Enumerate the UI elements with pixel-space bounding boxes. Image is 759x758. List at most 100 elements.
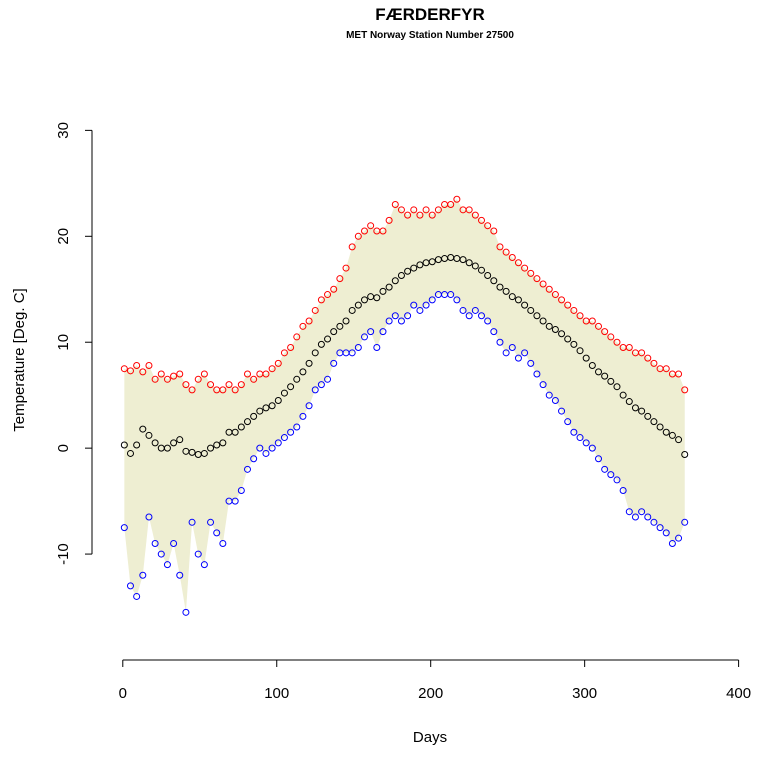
data-point [681,518,689,526]
data-point [508,293,516,301]
data-point [681,451,689,459]
data-point [570,340,578,348]
data-point [447,291,455,299]
data-point [514,354,522,362]
data-point [533,370,541,378]
data-point [521,264,529,272]
data-point [200,561,208,569]
data-point [681,386,689,394]
data-point [416,261,424,269]
data-point [274,439,282,447]
data-point [391,277,399,285]
data-point [644,513,652,521]
data-point [330,328,338,336]
data-point [317,296,325,304]
data-point [188,448,196,456]
data-point [176,370,184,378]
data-point [133,362,141,370]
data-point [139,368,147,376]
data-point [188,386,196,394]
data-point [576,347,584,355]
data-point [336,322,344,330]
data-point [250,375,258,383]
data-point [496,283,504,291]
data-point [533,312,541,320]
data-point [237,423,245,431]
data-point [625,398,633,406]
data-point [373,294,381,302]
data-point [601,372,609,380]
y-tick-label: -10 [55,543,72,565]
data-point [447,201,455,209]
data-point [163,561,171,569]
data-point [379,328,387,336]
data-point [311,386,319,394]
data-point [237,381,245,389]
data-point [638,407,646,415]
data-point [231,497,239,505]
data-point [145,513,153,521]
data-point [293,375,301,383]
x-tick-label: 300 [572,685,597,702]
data-point [299,368,307,376]
x-tick-label: 400 [726,685,751,702]
data-point [496,338,504,346]
data-point [293,333,301,341]
data-point [490,277,498,285]
data-point [490,328,498,336]
data-point [262,449,270,457]
data-point [317,340,325,348]
data-point [354,301,362,309]
data-point [558,330,566,338]
data-point [607,471,615,479]
y-tick-label: 30 [55,122,72,139]
y-tick-label: 10 [55,334,72,351]
data-point [348,243,356,251]
data-point [490,227,498,235]
data-point [342,264,350,272]
data-point [188,518,196,526]
data-point [163,375,171,383]
data-point [471,211,479,219]
data-point [268,365,276,373]
data-point [564,335,572,343]
data-point [410,206,418,214]
data-point [237,487,245,495]
data-point [514,296,522,304]
data-point [391,201,399,209]
data-point [330,359,338,367]
data-point [367,222,375,230]
data-point [465,312,473,320]
data-point [588,444,596,452]
data-point [373,344,381,352]
data-point [656,524,664,532]
data-point [644,354,652,362]
data-point [459,306,467,314]
data-point [145,431,153,439]
data-point [287,383,295,391]
data-point [484,317,492,325]
data-point [219,439,227,447]
data-point [385,283,393,291]
data-point [551,291,559,299]
data-point [650,359,658,367]
data-point [163,444,171,452]
data-point [662,428,670,436]
data-point [527,269,535,277]
data-point [170,539,178,547]
data-point [570,428,578,436]
data-point [582,354,590,362]
data-point [416,306,424,314]
data-point [404,211,412,219]
data-point [478,312,486,320]
data-point [650,518,658,526]
data-point [502,248,510,256]
data-point [619,487,627,495]
data-point [595,368,603,376]
data-point [631,404,639,412]
data-point [145,362,153,370]
data-point [348,349,356,357]
data-point [465,206,473,214]
data-point [305,317,313,325]
data-point [126,449,134,457]
